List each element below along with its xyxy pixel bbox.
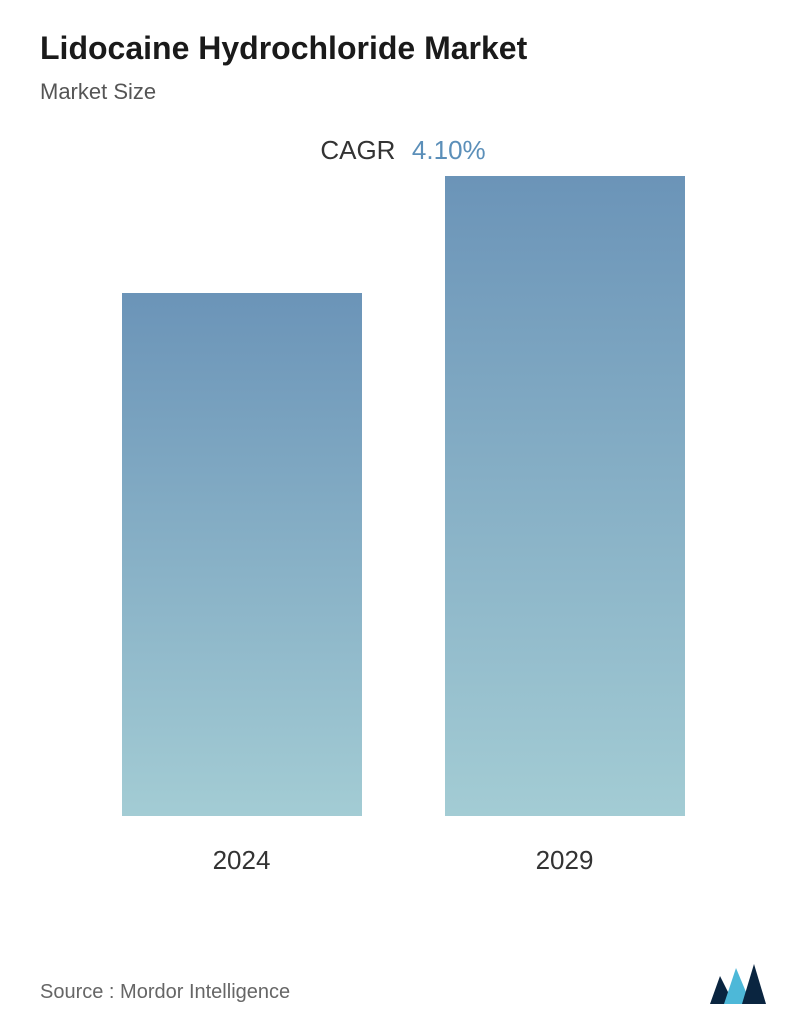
- cagr-label: CAGR: [320, 135, 395, 165]
- chart-title: Lidocaine Hydrochloride Market: [40, 30, 766, 67]
- cagr-value: 4.10%: [412, 135, 486, 165]
- bars-container: [40, 176, 766, 816]
- logo-icon: [710, 964, 766, 1004]
- source-text: Source : Mordor Intelligence: [40, 981, 290, 1004]
- chart-area: 2024 2029: [40, 176, 766, 876]
- footer: Source : Mordor Intelligence: [40, 964, 766, 1004]
- bar-group-0: [112, 293, 372, 816]
- x-labels: 2024 2029: [40, 845, 766, 876]
- bar-group-1: [435, 176, 695, 816]
- bar-0: [122, 293, 362, 816]
- chart-subtitle: Market Size: [40, 79, 766, 105]
- cagr-row: CAGR 4.10%: [40, 135, 766, 166]
- x-label-0: 2024: [112, 845, 372, 876]
- bar-1: [445, 176, 685, 816]
- x-label-1: 2029: [435, 845, 695, 876]
